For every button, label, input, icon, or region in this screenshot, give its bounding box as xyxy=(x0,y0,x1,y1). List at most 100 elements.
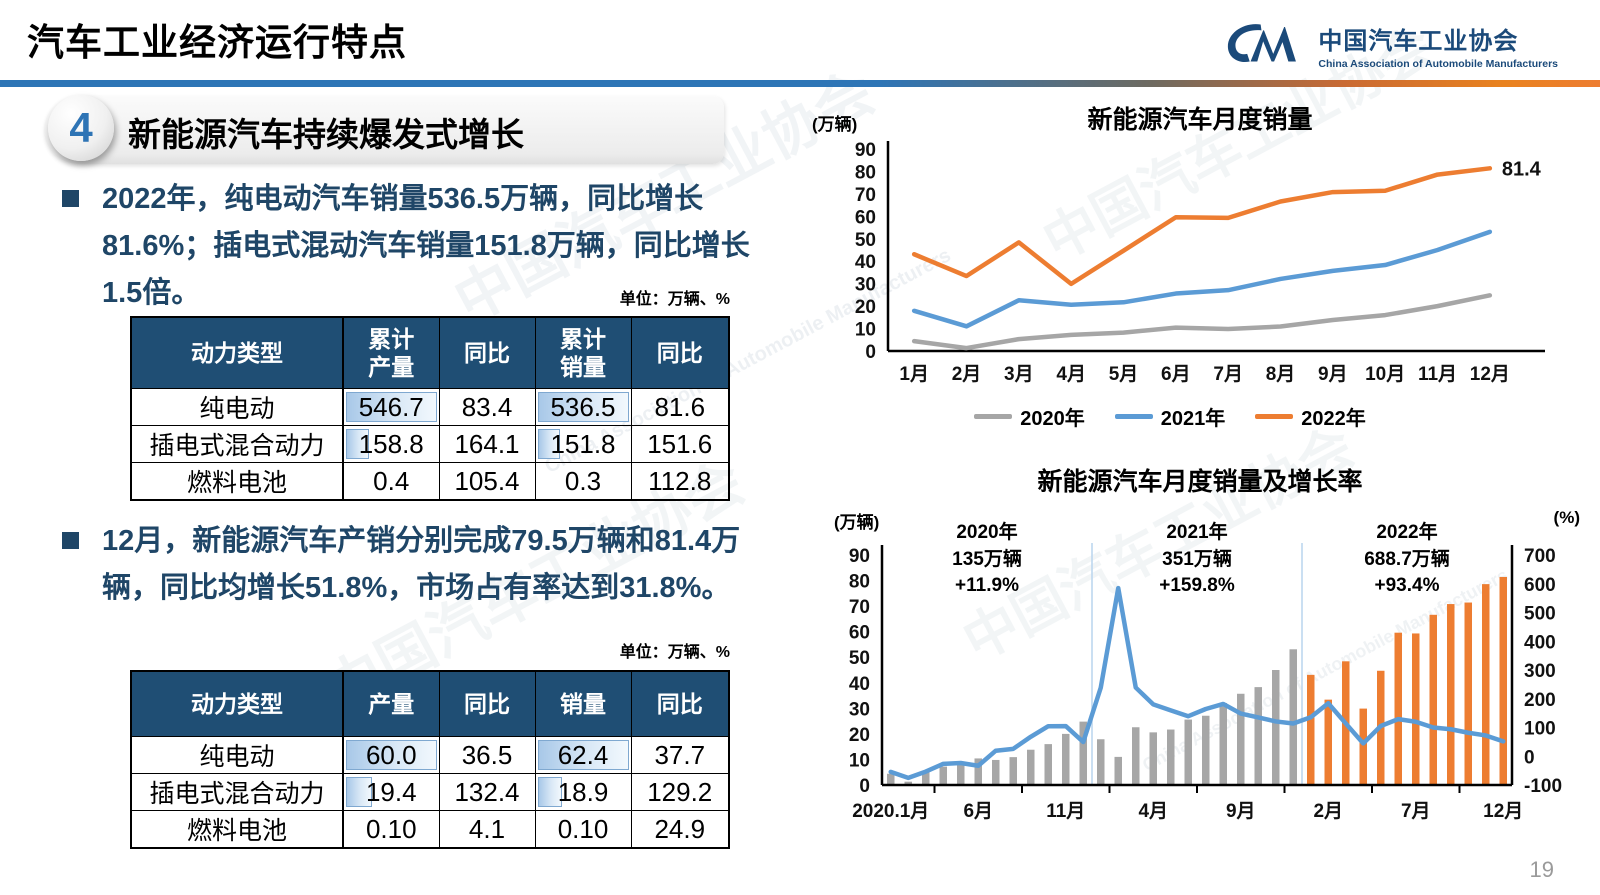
table-header-row: 动力类型 累计 产量 同比 累计 销量 同比 xyxy=(130,316,730,389)
value-cell: 132.4 xyxy=(438,773,536,811)
section-number-badge: 4 xyxy=(48,95,114,161)
cell-value: 0.10 xyxy=(365,813,417,844)
legend-item-2020: 2020年 xyxy=(974,402,1085,431)
legend-swatch-2020 xyxy=(974,414,1013,419)
svg-text:40: 40 xyxy=(849,674,870,695)
monthly-sales-growth-combo-chart: 新能源汽车月度销量及增长率 (万辆) (%) 2020年 135万辆 +11.9… xyxy=(800,452,1600,884)
cell-value: 37.7 xyxy=(654,739,706,770)
svg-text:300: 300 xyxy=(1524,661,1556,682)
value-cell: 536.5 xyxy=(534,388,632,426)
section-band xyxy=(44,96,724,164)
svg-text:12月: 12月 xyxy=(1483,801,1523,822)
cell-value: 164.1 xyxy=(454,428,520,459)
column-header: 产量 xyxy=(342,670,440,737)
value-cell: 60.0 xyxy=(342,736,440,774)
svg-text:7月: 7月 xyxy=(1401,801,1431,822)
svg-text:9月: 9月 xyxy=(1318,364,1348,385)
table-row: 纯电动 546.7 83.4 536.5 81.6 xyxy=(130,388,730,426)
row-label: 纯电动 xyxy=(130,736,344,774)
bullet-square-icon xyxy=(62,190,79,207)
bullet-point-2: 12月，新能源汽车产销分别完成79.5万辆和81.4万辆，同比均增长51.8%，… xyxy=(60,518,784,612)
row-label: 燃料电池 xyxy=(130,462,344,501)
table2: 动力类型 产量 同比 销量 同比 纯电动 60.0 36.5 62.4 37.7 插电式混合动力 1… xyxy=(130,670,730,849)
value-cell: 83.4 xyxy=(438,388,536,426)
value-cell: 0.10 xyxy=(534,810,632,849)
cell-value: 158.8 xyxy=(358,428,424,459)
svg-text:4月: 4月 xyxy=(1056,364,1086,385)
svg-text:80: 80 xyxy=(849,572,870,593)
cell-value: 112.8 xyxy=(648,465,712,496)
bullet-text: 2022年，纯电动汽车销量536.5万辆，同比增长81.6%；插电式混动汽车销量… xyxy=(102,183,750,309)
svg-text:70: 70 xyxy=(855,185,876,206)
value-cell: 0.10 xyxy=(342,810,440,849)
svg-text:-100: -100 xyxy=(1524,776,1562,797)
value-cell: 151.8 xyxy=(534,425,632,463)
svg-text:200: 200 xyxy=(1524,690,1556,711)
row-label: 纯电动 xyxy=(130,388,344,426)
table1-head: 动力类型 累计 产量 同比 累计 销量 同比 xyxy=(130,316,730,389)
column-header: 销量 xyxy=(534,670,632,737)
value-cell: 546.7 xyxy=(342,388,440,426)
svg-text:30: 30 xyxy=(849,699,870,720)
bullet-point-1: 2022年，纯电动汽车销量536.5万辆，同比增长81.6%；插电式混动汽车销量… xyxy=(60,176,784,317)
cell-value: 19.4 xyxy=(365,776,417,807)
value-cell: 37.7 xyxy=(630,736,730,774)
chart1-y-axis-unit: (万辆) xyxy=(812,115,858,134)
cell-value: 4.1 xyxy=(468,813,506,844)
value-cell: 151.6 xyxy=(630,425,730,463)
svg-text:2月: 2月 xyxy=(952,364,982,385)
cell-value: 18.9 xyxy=(557,776,609,807)
cell-value: 132.4 xyxy=(454,776,520,807)
data-bar xyxy=(537,777,562,807)
org-name: 中国汽车工业协会 China Association of Automobile… xyxy=(1318,21,1558,70)
svg-text:20: 20 xyxy=(849,725,870,746)
caam-logo-icon xyxy=(1222,16,1306,75)
svg-text:400: 400 xyxy=(1524,632,1556,653)
svg-text:6月: 6月 xyxy=(963,801,993,822)
column-header: 同比 xyxy=(630,670,730,737)
svg-text:90: 90 xyxy=(855,140,876,161)
svg-text:60: 60 xyxy=(849,623,870,644)
column-header: 累计 产量 xyxy=(342,316,440,389)
svg-text:0: 0 xyxy=(1524,747,1535,768)
row-label: 插电式混合动力 xyxy=(130,773,344,811)
svg-text:20: 20 xyxy=(855,297,876,318)
svg-text:12月: 12月 xyxy=(1470,364,1510,385)
svg-text:11月: 11月 xyxy=(1418,364,1457,385)
svg-text:50: 50 xyxy=(855,230,876,251)
legend-label: 2021年 xyxy=(1160,408,1226,430)
svg-text:0: 0 xyxy=(865,342,876,363)
chart2-annotations: 2020年 135万辆 +11.9% 2021年 351万辆 +159.8% 202… xyxy=(800,520,1600,630)
column-header: 同比 xyxy=(438,316,536,389)
data-bar xyxy=(346,429,370,459)
svg-text:80: 80 xyxy=(855,162,876,183)
value-cell: 19.4 xyxy=(342,773,440,811)
table-row: 燃料电池 0.10 4.1 0.10 24.9 xyxy=(130,810,730,849)
cell-value: 83.4 xyxy=(461,391,513,422)
cell-value: 151.6 xyxy=(647,428,713,459)
svg-text:0: 0 xyxy=(859,776,870,797)
legend-item-2022: 2022年 xyxy=(1255,402,1366,431)
cell-value: 36.5 xyxy=(461,739,513,770)
svg-text:10月: 10月 xyxy=(1365,364,1405,385)
table-row: 纯电动 60.0 36.5 62.4 37.7 xyxy=(130,736,730,774)
cell-value: 0.4 xyxy=(373,465,410,496)
table-row: 燃料电池 0.4 105.4 0.3 112.8 xyxy=(130,462,730,501)
svg-text:90: 90 xyxy=(849,546,870,567)
cell-value: 129.2 xyxy=(647,776,713,807)
page-title: 汽车工业经济运行特点 xyxy=(27,22,407,63)
svg-text:6月: 6月 xyxy=(1161,364,1191,385)
legend-item-2021: 2021年 xyxy=(1114,402,1226,431)
data-bar xyxy=(346,740,437,770)
column-header: 动力类型 xyxy=(130,670,344,737)
table2-head: 动力类型 产量 同比 销量 同比 xyxy=(130,670,730,737)
value-cell: 0.3 xyxy=(534,462,632,501)
value-cell: 36.5 xyxy=(438,736,536,774)
monthly-sales-line-chart: 新能源汽车月度销量 (万辆) 0 10 20 30 40 50 60 70 80 90 1月 2月 3月… xyxy=(800,94,1600,434)
value-cell: 4.1 xyxy=(438,810,536,849)
chart2-left-axis-unit: (万辆) xyxy=(834,513,880,532)
cell-value: 0.10 xyxy=(557,813,609,844)
page-number: 19 xyxy=(1529,857,1554,882)
org-logo: 中国汽车工业协会 China Association of Automobile… xyxy=(1222,16,1558,75)
